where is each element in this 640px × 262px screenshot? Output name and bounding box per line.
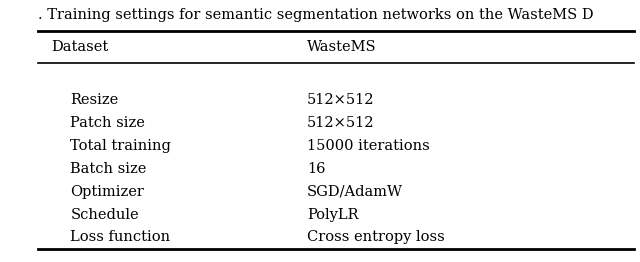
Text: 512×512: 512×512 (307, 116, 374, 130)
Text: Batch size: Batch size (70, 162, 147, 176)
Text: 512×512: 512×512 (307, 94, 374, 107)
Text: Resize: Resize (70, 94, 118, 107)
Text: Total training: Total training (70, 139, 172, 153)
Text: SGD/AdamW: SGD/AdamW (307, 185, 403, 199)
Text: Optimizer: Optimizer (70, 185, 144, 199)
Text: WasteMS: WasteMS (307, 40, 377, 54)
Text: Patch size: Patch size (70, 116, 145, 130)
Text: Loss function: Loss function (70, 231, 170, 244)
Text: . Training settings for semantic segmentation networks on the WasteMS D: . Training settings for semantic segment… (38, 8, 594, 22)
Text: PolyLR: PolyLR (307, 208, 358, 222)
Text: 16: 16 (307, 162, 326, 176)
Text: Cross entropy loss: Cross entropy loss (307, 231, 445, 244)
Text: Dataset: Dataset (51, 40, 108, 54)
Text: 15000 iterations: 15000 iterations (307, 139, 430, 153)
Text: Schedule: Schedule (70, 208, 139, 222)
